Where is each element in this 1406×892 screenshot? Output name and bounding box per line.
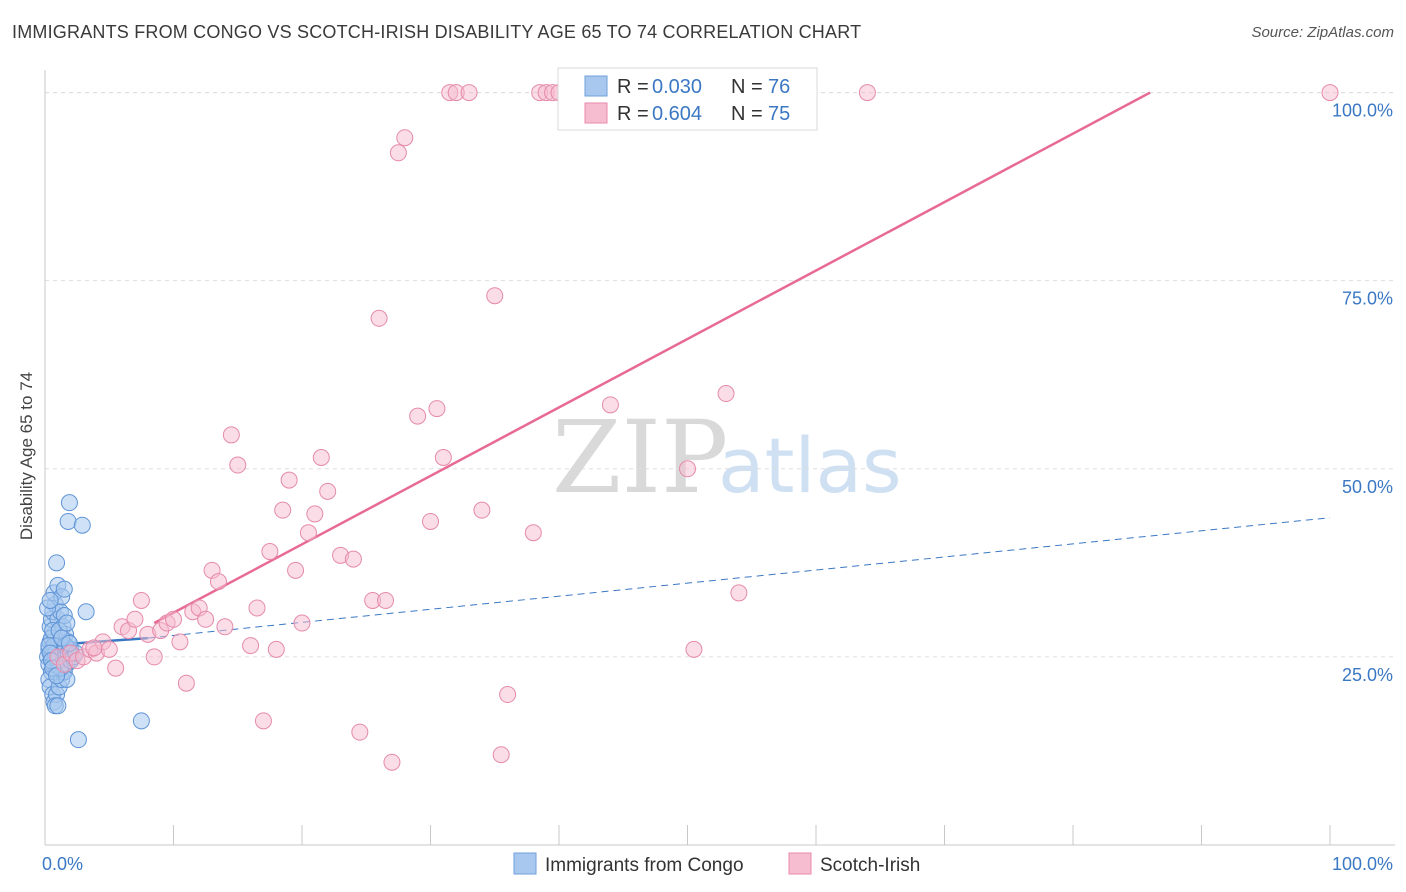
point-scotch-irish-15	[145, 648, 163, 666]
point-scotch-irish-47	[377, 591, 395, 609]
legend-r-label-scotch-irish: R =	[617, 103, 649, 125]
point-scotch-irish-20	[177, 674, 195, 692]
point-scotch-irish-40	[312, 449, 330, 466]
x-tick-label-0: 0.0%	[42, 854, 83, 874]
point-scotch-irish-37	[293, 614, 311, 632]
point-scotch-irish-36	[287, 561, 305, 579]
watermark-atlas: atlas	[718, 421, 902, 510]
point-scotch-irish-29	[242, 637, 260, 655]
point-scotch-irish-68	[679, 460, 696, 478]
legend-r-label-congo: R =	[617, 76, 649, 98]
point-congo-48	[77, 603, 95, 621]
point-congo-51	[49, 697, 67, 715]
point-scotch-irish-23	[197, 610, 215, 628]
point-scotch-irish-74	[85, 639, 103, 657]
y-tick-label-75: 75.0%	[1342, 289, 1393, 309]
source-credit: Source: ZipAtlas.com	[1251, 24, 1394, 41]
bottom-legend-label-scotch-irish: Scotch-Irish	[820, 855, 920, 876]
point-scotch-irish-50	[396, 129, 414, 147]
stats-legend: R = 0.030 N = 76 R = 0.604 N = 75	[557, 67, 818, 131]
point-congo-49	[132, 712, 150, 730]
legend-swatch-scotch-irish	[584, 102, 608, 124]
point-scotch-irish-52	[422, 512, 439, 530]
y-tick-label-100: 100.0%	[1332, 101, 1393, 121]
point-scotch-irish-72	[858, 84, 876, 102]
point-scotch-irish-71	[730, 584, 748, 602]
point-scotch-irish-19	[171, 633, 189, 651]
point-scotch-irish-30	[248, 599, 266, 617]
y-tick-label-50: 50.0%	[1342, 477, 1393, 497]
point-scotch-irish-73	[1321, 84, 1339, 102]
bottom-legend-label-congo: Immigrants from Congo	[545, 855, 744, 876]
series-legend: Immigrants from Congo Scotch-Irish	[513, 852, 920, 876]
series-scotch-irish-points	[49, 84, 1339, 771]
point-congo-50	[69, 731, 87, 749]
legend-r-value-scotch-irish: 0.604	[652, 103, 702, 125]
point-scotch-irish-39	[306, 505, 324, 523]
point-scotch-irish-25	[209, 573, 227, 591]
watermark-zip: ZIP	[552, 399, 728, 516]
point-scotch-irish-44	[351, 723, 369, 741]
point-scotch-irish-31	[254, 712, 272, 730]
point-congo-47	[73, 516, 91, 534]
point-scotch-irish-41	[319, 482, 337, 500]
point-congo-44	[48, 554, 66, 572]
point-scotch-irish-58	[473, 501, 491, 519]
point-scotch-irish-32	[261, 543, 279, 561]
bottom-legend-swatch-scotch-irish	[788, 852, 812, 875]
legend-n-label-congo: N =	[731, 76, 763, 98]
x-tick-label-100: 100.0%	[1332, 854, 1393, 874]
trend-line-congo-dashed	[147, 517, 1331, 639]
point-scotch-irish-54	[434, 449, 452, 466]
point-scotch-irish-62	[524, 524, 542, 542]
y-axis-label: Disability Age 65 to 74	[17, 372, 36, 540]
point-congo-71	[58, 614, 76, 632]
point-scotch-irish-69	[685, 640, 703, 658]
point-scotch-irish-46	[370, 309, 388, 327]
axis-ticks: 25.0% 50.0% 75.0% 100.0% 0.0% 100.0%	[42, 101, 1393, 874]
legend-swatch-congo	[584, 75, 608, 97]
point-congo-45	[60, 494, 78, 512]
point-scotch-irish-33	[267, 640, 285, 658]
point-scotch-irish-60	[492, 746, 510, 764]
point-scotch-irish-9	[107, 659, 125, 677]
point-scotch-irish-35	[280, 471, 298, 489]
point-scotch-irish-59	[486, 287, 504, 305]
axes	[44, 70, 1395, 846]
point-scotch-irish-48	[383, 753, 401, 771]
point-scotch-irish-8	[100, 640, 118, 658]
point-scotch-irish-38	[299, 524, 317, 542]
legend-r-value-congo: 0.030	[652, 76, 702, 98]
point-scotch-irish-67	[601, 396, 619, 414]
point-scotch-irish-26	[216, 618, 234, 636]
point-congo-46	[59, 512, 77, 530]
point-scotch-irish-57	[460, 84, 478, 102]
point-scotch-irish-49	[389, 144, 407, 162]
point-congo-43	[55, 580, 73, 598]
trend-line-scotch-irish	[153, 91, 1151, 625]
legend-n-value-scotch-irish: 75	[768, 103, 790, 125]
chart-title: IMMIGRANTS FROM CONGO VS SCOTCH-IRISH DI…	[12, 22, 862, 42]
point-scotch-irish-43	[344, 550, 362, 568]
point-scotch-irish-53	[428, 400, 446, 418]
point-scotch-irish-34	[274, 501, 292, 519]
point-scotch-irish-70	[717, 385, 735, 403]
point-scotch-irish-61	[499, 686, 517, 704]
point-congo-73	[41, 591, 59, 609]
point-scotch-irish-27	[222, 426, 240, 444]
bottom-legend-swatch-congo	[513, 852, 537, 875]
legend-n-value-congo: 76	[768, 76, 790, 98]
point-scotch-irish-12	[126, 610, 144, 628]
trend-lines	[44, 91, 1331, 647]
legend-n-label-scotch-irish: N =	[731, 103, 763, 125]
point-scotch-irish-13	[132, 591, 150, 609]
point-scotch-irish-51	[409, 407, 427, 425]
point-scotch-irish-28	[229, 456, 247, 474]
y-tick-label-25: 25.0%	[1342, 665, 1393, 685]
point-scotch-irish-18	[165, 610, 182, 628]
